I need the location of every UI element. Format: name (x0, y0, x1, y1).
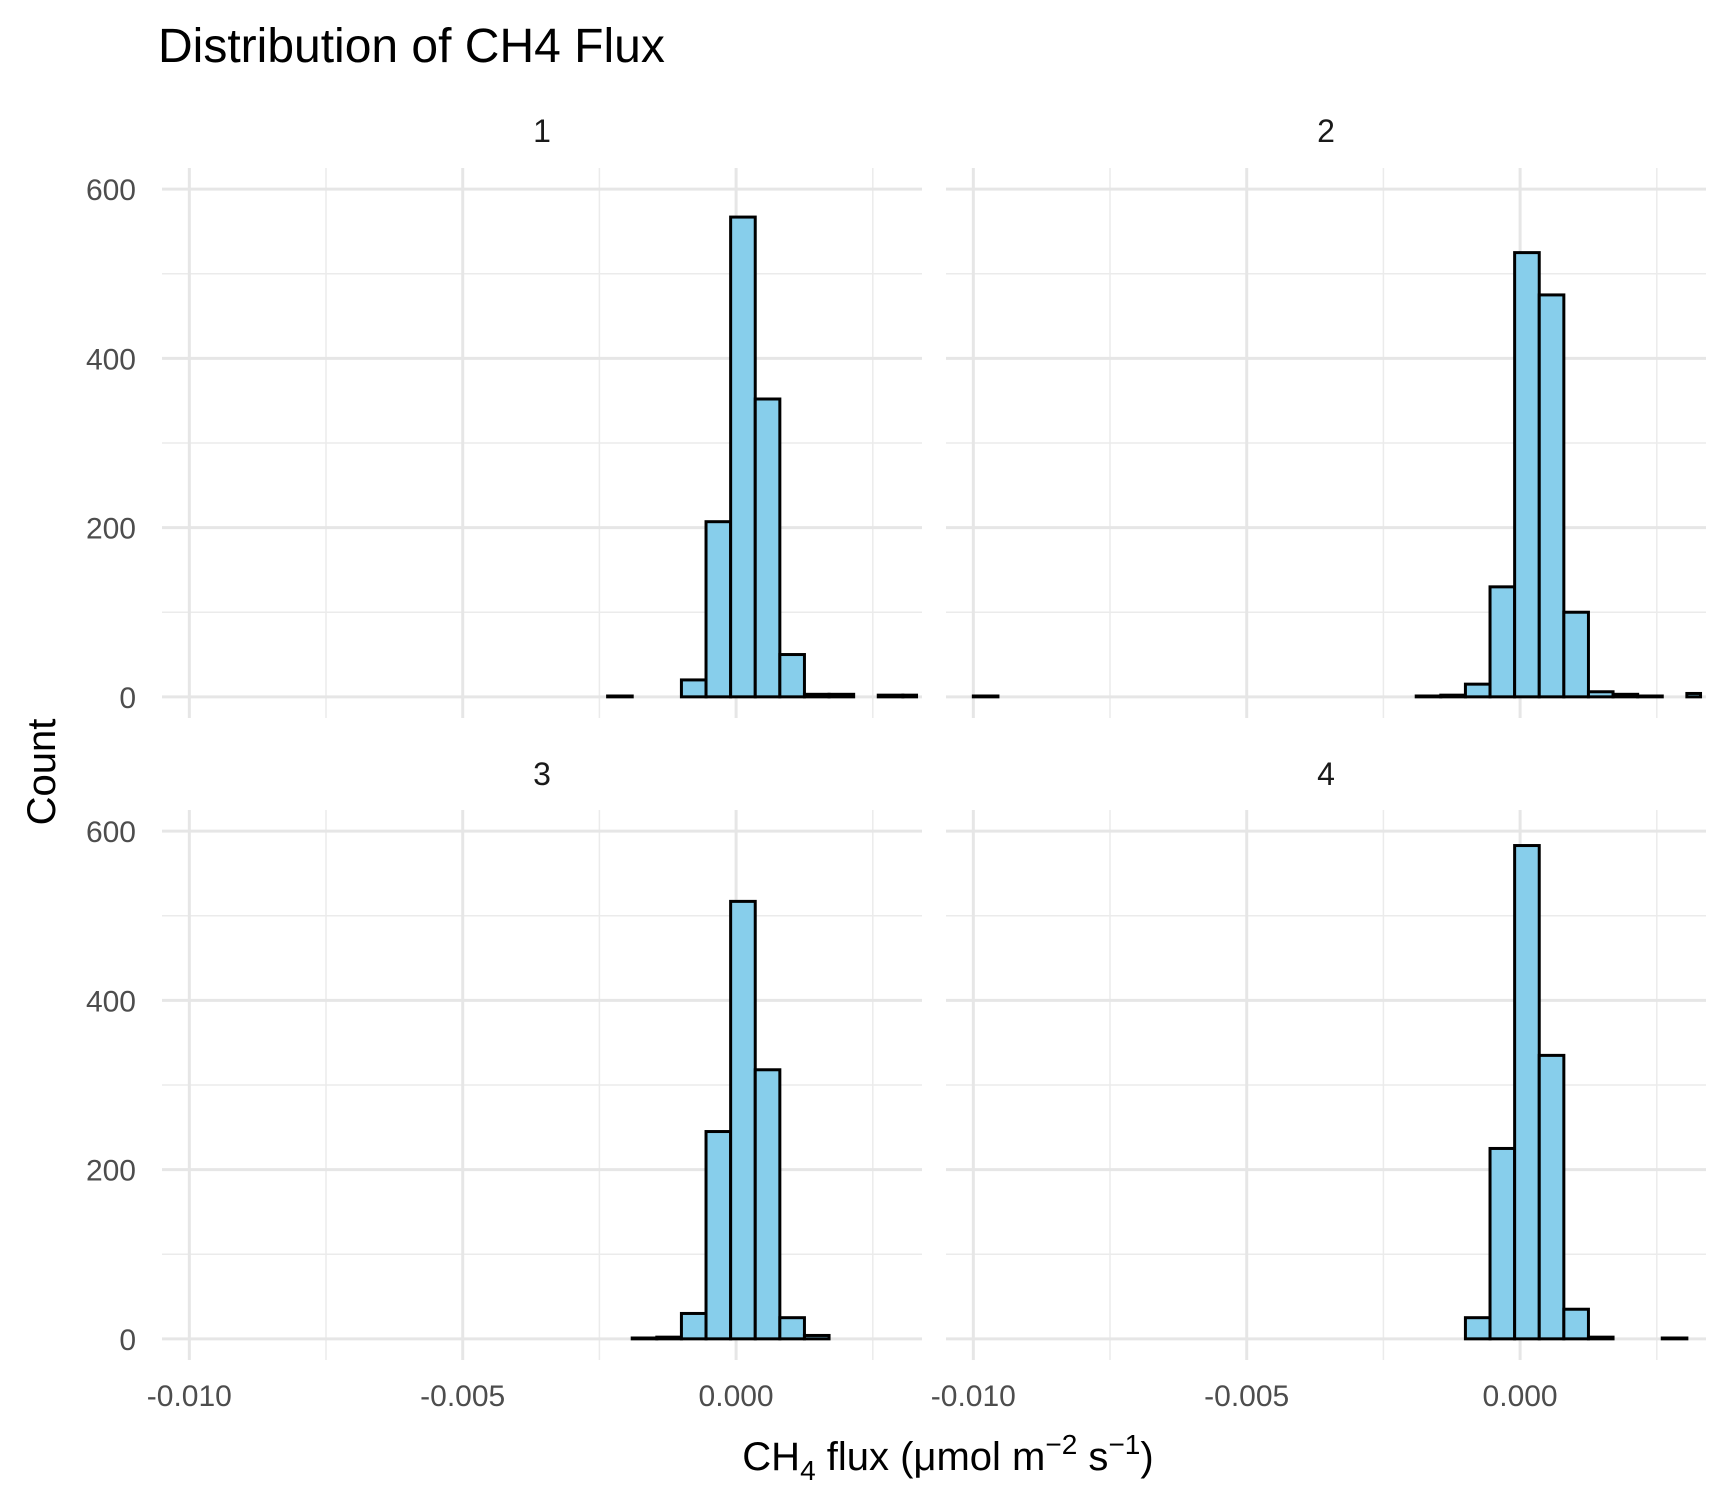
histogram-bar (827, 692, 856, 699)
x-axis-label-superscript-2: −1 (1108, 1429, 1140, 1460)
histogram-bar (1537, 1053, 1566, 1341)
histogram-bar (1463, 682, 1492, 699)
y-tick-label: 200 (86, 513, 136, 546)
facet-panel-2: 2 (946, 113, 1706, 718)
histogram-bar (778, 1316, 806, 1341)
histogram-bar (655, 1335, 683, 1341)
x-axis-label-unit: flux (μmol m (816, 1435, 1046, 1479)
y-tick-label: 0 (119, 682, 136, 715)
histogram-bar (1562, 610, 1590, 699)
histogram-bar (729, 215, 757, 699)
histogram-bar (704, 1130, 733, 1341)
histogram-bar (901, 693, 919, 699)
x-tick-label: -0.005 (420, 1380, 505, 1413)
histogram-bar (753, 397, 782, 699)
histogram-bar (802, 1333, 831, 1341)
histogram-bar (1586, 1335, 1615, 1341)
x-tick-label: -0.010 (147, 1380, 232, 1413)
x-axis-label-subscript: 4 (800, 1455, 816, 1486)
histogram-bar (1586, 690, 1615, 699)
histogram-bar (729, 899, 757, 1341)
chart-title: Distribution of CH4 Flux (158, 20, 665, 73)
histogram-bar (1562, 1307, 1590, 1341)
y-tick-label: 400 (86, 343, 136, 376)
histogram-bar (1488, 1146, 1517, 1341)
y-axis-label: Count (20, 719, 64, 826)
x-axis-label-main: CH (742, 1435, 800, 1479)
facet-label: 4 (1317, 756, 1335, 792)
histogram-bar (1414, 694, 1443, 699)
facet-panels: 1 0 200 400 600 2 3 0 200 400 600 -0.010 -0.005 0.000… (86, 113, 1706, 1413)
histogram-bar (704, 520, 733, 699)
histogram-bar (1513, 251, 1541, 699)
x-axis-label: CH4 flux (μmol m−2 s−1) (742, 1429, 1153, 1486)
y-tick-label: 400 (86, 985, 136, 1018)
facet-label: 2 (1317, 113, 1335, 149)
histogram-bar (1439, 693, 1467, 699)
histogram-bar (1463, 1316, 1492, 1341)
histogram-bar (1513, 844, 1541, 1341)
facet-panel-4: 4 -0.010 -0.005 0.000 (931, 756, 1706, 1413)
histogram-bar (971, 694, 1000, 699)
histogram-bar (679, 678, 708, 699)
histogram-bar (1685, 691, 1703, 699)
histogram-bar (1660, 1336, 1689, 1341)
histogram-bar (630, 1336, 659, 1341)
histogram-bar (679, 1311, 708, 1341)
histogram-bar (753, 1068, 782, 1341)
x-axis-label-unit-2: s (1077, 1435, 1108, 1479)
x-tick-label: 0.000 (699, 1380, 774, 1413)
histogram-bar (876, 693, 905, 699)
x-tick-label: 0.000 (1483, 1380, 1558, 1413)
y-tick-label: 200 (86, 1155, 136, 1188)
facet-label: 1 (533, 113, 551, 149)
x-axis-label-superscript-1: −2 (1045, 1429, 1077, 1460)
x-tick-label: -0.010 (931, 1380, 1016, 1413)
y-tick-label: 0 (119, 1324, 136, 1357)
x-axis-label-close: ) (1140, 1435, 1153, 1479)
histogram-bar (1488, 585, 1517, 699)
x-tick-label: -0.005 (1204, 1380, 1289, 1413)
y-tick-label: 600 (86, 174, 136, 207)
facet-panel-1: 1 0 200 400 600 (86, 113, 922, 718)
histogram-bar (1537, 293, 1566, 699)
histogram-bar (1611, 692, 1640, 699)
histogram-bar (802, 692, 831, 699)
facet-panel-3: 3 0 200 400 600 -0.010 -0.005 0.000 (86, 756, 922, 1413)
y-tick-label: 600 (86, 816, 136, 849)
histogram-bar (606, 694, 634, 699)
histogram-bar (1636, 694, 1664, 699)
histogram-bar (778, 653, 806, 699)
facet-label: 3 (533, 756, 551, 792)
